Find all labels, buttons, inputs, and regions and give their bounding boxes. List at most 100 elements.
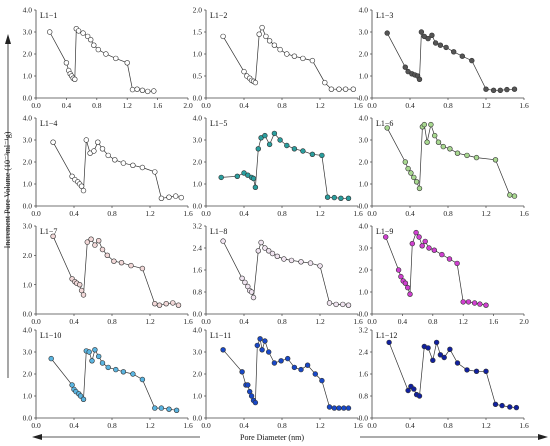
data-point bbox=[80, 292, 87, 298]
x-tick-label: 0.4 bbox=[405, 421, 415, 430]
data-point bbox=[99, 146, 106, 152]
data-point bbox=[266, 38, 273, 44]
series-line bbox=[50, 348, 177, 411]
y-tick-label: 0.0 bbox=[23, 94, 33, 103]
data-point bbox=[398, 273, 404, 280]
data-point bbox=[473, 368, 480, 374]
data-point bbox=[319, 377, 325, 384]
y-tick-label: 0.0 bbox=[23, 310, 33, 319]
data-point bbox=[248, 393, 255, 399]
y-axis-title: Increment Pore Volume (10⁻³ml⁻¹g) bbox=[3, 131, 12, 248]
panel-label: L1−5 bbox=[210, 119, 227, 128]
data-point bbox=[345, 195, 352, 202]
data-point bbox=[254, 342, 260, 349]
data-point bbox=[402, 280, 409, 286]
x-tick-label: 2.0 bbox=[183, 101, 193, 110]
x-tick-label: 1.2 bbox=[145, 209, 155, 218]
x-tick-label: 0.4 bbox=[239, 101, 249, 110]
y-tick-label: 2.0 bbox=[193, 6, 203, 15]
data-point bbox=[88, 236, 94, 242]
y-tick-label: 1.0 bbox=[23, 392, 33, 401]
data-point bbox=[134, 86, 140, 92]
data-point bbox=[277, 137, 283, 143]
data-point bbox=[471, 300, 478, 306]
x-tick-label: 0.0 bbox=[31, 101, 41, 110]
x-tick-label: 0.8 bbox=[277, 101, 287, 110]
x-tick-label: 0.8 bbox=[428, 317, 438, 326]
y-tick-label: 3.0 bbox=[23, 348, 33, 357]
data-point bbox=[331, 194, 337, 201]
y-tick-label: 1.0 bbox=[23, 280, 33, 289]
y-tick-label: 1.5 bbox=[193, 28, 203, 37]
data-point bbox=[178, 194, 185, 201]
data-point bbox=[130, 162, 136, 169]
y-tick-label: 0.0 bbox=[23, 414, 33, 423]
data-point bbox=[284, 142, 290, 149]
data-point bbox=[252, 184, 259, 191]
y-tick-label: 0.0 bbox=[193, 414, 203, 423]
x-tick-label: 0.0 bbox=[31, 421, 41, 430]
data-point bbox=[274, 253, 280, 259]
panel-label: L1−6 bbox=[376, 119, 393, 128]
panel-12: 0.0 0.8 1.6 2.4 3.2 0.0 0.4 0.8 1.2 1.6 L1−12 bbox=[359, 326, 529, 430]
data-point bbox=[340, 301, 346, 308]
y-tick-label: 3.0 bbox=[193, 348, 203, 357]
data-point bbox=[281, 256, 287, 262]
data-point bbox=[425, 35, 431, 42]
data-point bbox=[50, 139, 56, 145]
data-point bbox=[440, 143, 446, 150]
data-point bbox=[105, 152, 111, 159]
data-point bbox=[454, 260, 460, 267]
data-point bbox=[175, 302, 182, 308]
y-tick-label: 2.0 bbox=[359, 50, 369, 59]
data-point bbox=[492, 157, 499, 163]
y-tick-label: 3.0 bbox=[23, 222, 33, 231]
y-tick-label: 2.4 bbox=[359, 348, 369, 357]
data-point bbox=[250, 294, 257, 301]
data-point bbox=[447, 146, 453, 152]
data-point bbox=[80, 187, 87, 194]
data-point bbox=[464, 152, 470, 159]
x-tick-label: 0.4 bbox=[62, 101, 72, 110]
data-point bbox=[408, 170, 414, 176]
panel-4: 0.0 1.0 2.0 3.0 4.0 0.0 0.4 0.8 1.2 1.6 L1−4 bbox=[23, 114, 193, 218]
y-tick-label: 1.0 bbox=[359, 72, 369, 81]
y-tick-label: 1.0 bbox=[23, 180, 33, 189]
data-point bbox=[416, 393, 423, 399]
data-point bbox=[443, 44, 449, 51]
x-tick-label: 0.8 bbox=[443, 101, 453, 110]
data-point bbox=[407, 291, 413, 297]
x-tick-label: 0.4 bbox=[69, 209, 79, 218]
data-point bbox=[113, 55, 119, 62]
data-point bbox=[405, 387, 411, 394]
data-point bbox=[483, 368, 489, 374]
panel-7: 0.0 1.0 2.0 3.0 0.0 0.4 0.8 1.2 1.6 L1−7 bbox=[23, 222, 193, 326]
x-tick-label: 1.6 bbox=[519, 101, 529, 110]
x-tick-label: 0.0 bbox=[201, 421, 211, 430]
data-point bbox=[432, 132, 438, 139]
y-tick-label: 0.0 bbox=[359, 310, 369, 319]
data-point bbox=[431, 247, 437, 253]
x-axis-arrow-left-head-icon bbox=[32, 434, 42, 440]
data-point bbox=[111, 258, 117, 264]
data-point bbox=[269, 250, 276, 257]
data-point bbox=[139, 376, 146, 383]
x-tick-label: 1.2 bbox=[315, 101, 325, 110]
y-tick-label: 1.0 bbox=[193, 50, 203, 59]
data-point bbox=[278, 358, 284, 364]
data-point bbox=[266, 141, 273, 148]
data-point bbox=[271, 130, 278, 137]
panel-1: 0.0 1.0 2.0 3.0 4.0 0.0 0.4 0.8 1.2 1.6 2.0 L1−1 bbox=[23, 6, 193, 110]
data-point bbox=[173, 193, 179, 199]
y-tick-label: 4.0 bbox=[193, 114, 203, 123]
data-point bbox=[291, 53, 298, 59]
data-point bbox=[152, 169, 158, 175]
data-point bbox=[298, 366, 304, 373]
data-point bbox=[298, 259, 304, 265]
data-point bbox=[163, 301, 169, 307]
x-tick-label: 1.6 bbox=[519, 209, 529, 218]
data-point bbox=[152, 405, 158, 411]
data-point bbox=[103, 51, 109, 57]
data-point bbox=[416, 185, 423, 192]
data-point bbox=[158, 195, 165, 202]
